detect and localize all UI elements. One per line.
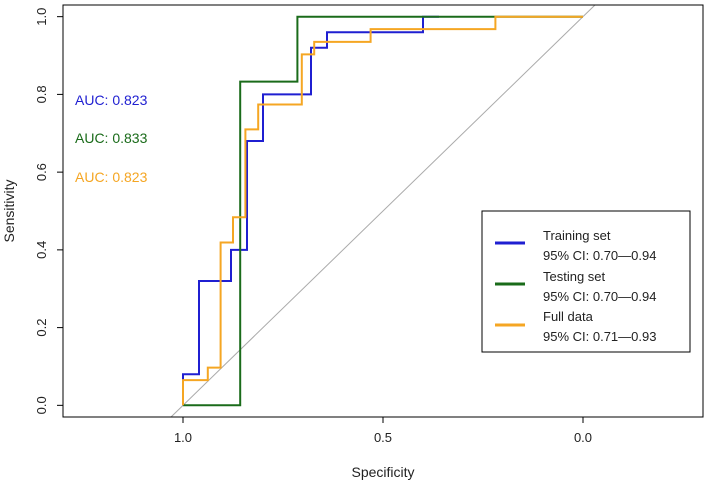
- y-axis-title: Sensitivity: [1, 179, 17, 242]
- reference-diagonal: [182, 16, 584, 406]
- x-tick-label: 1.0: [174, 430, 192, 445]
- x-axis-title: Specificity: [351, 464, 414, 480]
- y-tick-label: 0.4: [34, 241, 49, 259]
- series-layer: [182, 15, 583, 407]
- legend-ci-full: 95% CI: 0.71—0.93: [543, 329, 656, 344]
- auc-labels: AUC: 0.823 AUC: 0.833 AUC: 0.823: [75, 92, 148, 185]
- legend-ci-training: 95% CI: 0.70—0.94: [543, 248, 656, 263]
- reference-diagonal-top: [582, 4, 596, 18]
- reference-layer: [170, 4, 596, 418]
- legend-ci-testing: 95% CI: 0.70—0.94: [543, 289, 656, 304]
- legend-label-testing: Testing set: [543, 269, 606, 284]
- auc-label-testing: AUC: 0.833: [75, 130, 148, 146]
- y-tick-label: 0.0: [34, 396, 49, 414]
- axis-layer: 0.0 0.2 0.4 0.6 0.8 1.0 1.0 0.5 0.0: [34, 8, 592, 445]
- y-tick-label: 0.2: [34, 319, 49, 337]
- legend: Training set 95% CI: 0.70—0.94 Testing s…: [481, 210, 691, 353]
- y-tick-label: 0.8: [34, 85, 49, 103]
- series-line-full-data: [182, 15, 583, 406]
- legend-label-full: Full data: [543, 309, 594, 324]
- auc-label-training: AUC: 0.823: [75, 92, 148, 108]
- legend-label-training: Training set: [543, 228, 611, 243]
- series-line-testing-set: [183, 15, 583, 407]
- y-tick-label: 0.6: [34, 163, 49, 181]
- x-tick-label: 0.0: [574, 430, 592, 445]
- auc-label-full: AUC: 0.823: [75, 169, 148, 185]
- legend-box: [481, 210, 691, 353]
- reference-diagonal-extension: [170, 404, 184, 418]
- series-line-training-set: [182, 15, 439, 406]
- x-tick-label: 0.5: [374, 430, 392, 445]
- y-tick-label: 1.0: [34, 8, 49, 26]
